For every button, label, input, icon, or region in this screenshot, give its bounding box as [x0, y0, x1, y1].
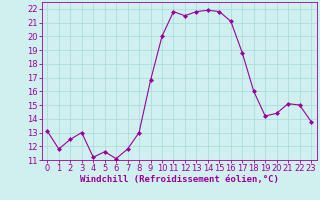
- X-axis label: Windchill (Refroidissement éolien,°C): Windchill (Refroidissement éolien,°C): [80, 175, 279, 184]
